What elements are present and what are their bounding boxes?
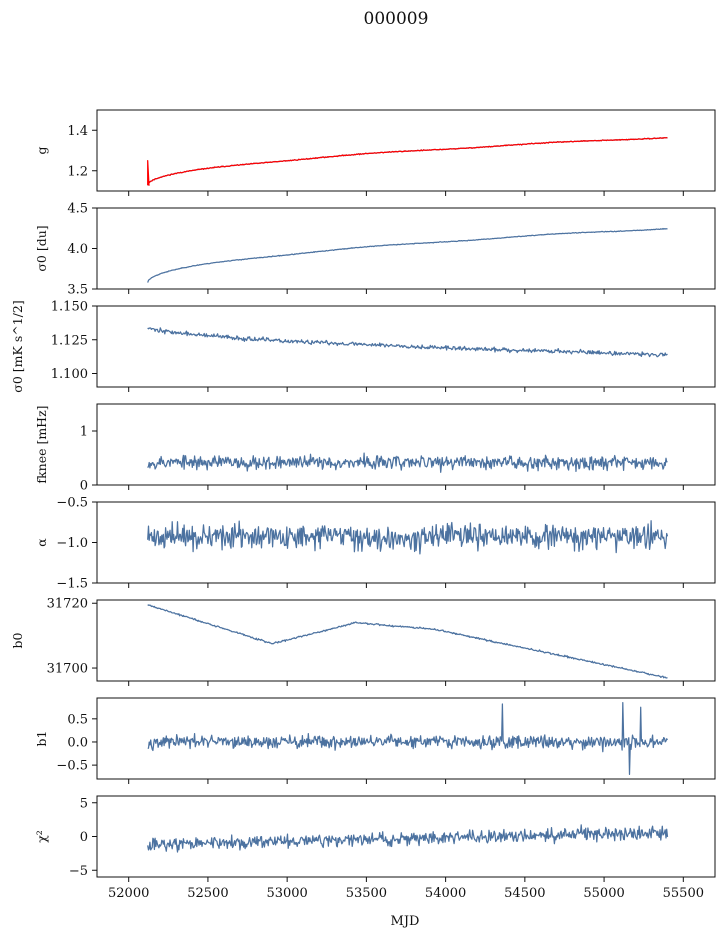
x-tick-label: 52500 <box>187 886 228 901</box>
y-axis-label: α <box>34 538 49 547</box>
figure-title: 000009 <box>364 9 429 29</box>
y-axis-label: σ0 [mK s^1/2] <box>10 300 25 392</box>
x-tick-label: 55500 <box>663 886 704 901</box>
axes-frame <box>96 501 716 584</box>
subplot-3: 1.100 1.125 1.150 σ0 [mK s^1/2] <box>10 300 716 393</box>
y-tick-label: −5 <box>69 864 88 879</box>
subplot-stack: 1.2 1.4 g 3.5 4.0 4.5 σ0 [du] 1.100 1.125 1.150 σ0… <box>10 109 716 901</box>
subplot-2: 3.5 4.0 4.5 σ0 [du] <box>34 202 716 298</box>
subplot-1: 1.2 1.4 g <box>34 109 716 196</box>
series-line-1 <box>147 137 668 186</box>
y-tick-label: 0.5 <box>67 712 88 727</box>
y-tick-label: −0.5 <box>56 496 88 511</box>
y-axis-label: σ0 [du] <box>34 225 49 271</box>
y-tick-label: 1.2 <box>67 164 88 179</box>
y-axis-label: b0 <box>10 632 25 648</box>
y-tick-label: 31700 <box>47 662 88 677</box>
subplot-5: −1.5 −1.0 −0.5 α <box>34 496 716 592</box>
axes-frame <box>96 599 716 682</box>
x-tick-label: 55000 <box>583 886 624 901</box>
y-tick-label: −1.5 <box>56 577 88 592</box>
axes-frame <box>96 305 716 388</box>
axes-frame <box>96 403 716 486</box>
y-tick-label: 4.0 <box>67 242 88 257</box>
subplot-8: −5 0 5 52000 52500 53000 53500 54000 54500 55000 5… <box>34 795 716 901</box>
y-tick-label: 0.0 <box>67 735 88 750</box>
y-axis-label: g <box>34 146 49 154</box>
y-axis-label: fknee [mHz] <box>34 405 49 483</box>
y-tick-label: 31720 <box>47 597 88 612</box>
subplot-6: 31700 31720 b0 <box>10 597 716 686</box>
y-tick-label: 5 <box>80 796 88 811</box>
axes-frame <box>96 697 716 780</box>
series-line-1 <box>147 701 669 776</box>
series-line-1 <box>147 520 669 555</box>
y-tick-label: 4.5 <box>67 202 88 217</box>
y-tick-label: −0.5 <box>56 759 88 774</box>
x-tick-label: 54000 <box>425 886 466 901</box>
subplot-7: −0.5 0.0 0.5 b1 <box>34 697 716 784</box>
y-tick-label: 0 <box>80 479 88 494</box>
x-axis-label: MJD <box>391 914 420 929</box>
series-line-1 <box>147 824 669 853</box>
y-axis-label: b1 <box>34 731 49 747</box>
axes-frame <box>96 109 716 192</box>
axes-frame <box>96 207 716 290</box>
series-line-2 <box>147 137 668 186</box>
y-tick-label: −1.0 <box>56 536 88 551</box>
series-line-1 <box>147 604 668 679</box>
y-axis-label: χ² <box>34 830 49 843</box>
subplot-4: 0 1 fknee [mHz] <box>34 403 716 494</box>
x-tick-label: 53500 <box>346 886 387 901</box>
y-tick-label: 1 <box>80 425 88 440</box>
x-tick-label: 53000 <box>266 886 307 901</box>
x-tick-label: 54500 <box>504 886 545 901</box>
series-line-1 <box>147 227 668 283</box>
series-line-1 <box>147 452 668 473</box>
y-tick-label: 0 <box>80 830 88 845</box>
x-tick-label: 52000 <box>108 886 149 901</box>
y-tick-label: 1.125 <box>51 333 88 348</box>
y-tick-label: 1.4 <box>67 124 88 139</box>
y-tick-label: 1.150 <box>51 300 88 315</box>
y-tick-label: 1.100 <box>51 367 88 382</box>
y-tick-label: 3.5 <box>67 283 88 298</box>
series-line-1 <box>147 327 668 358</box>
